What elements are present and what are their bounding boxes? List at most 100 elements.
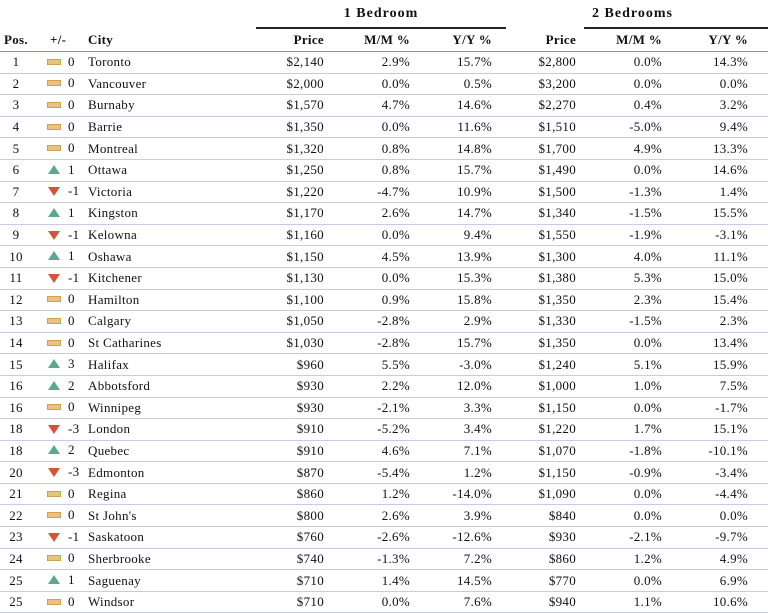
cell-mm-1br: -1.3% xyxy=(332,548,420,571)
cell-price-2br: $3,200 xyxy=(506,73,585,96)
cell-city: Sherbrooke xyxy=(88,548,256,571)
cell-mm-1br: 0.0% xyxy=(332,591,420,613)
cell-price-2br: $1,380 xyxy=(506,267,585,290)
triangle-up-icon xyxy=(46,445,62,455)
cell-yy-2br: 10.6% xyxy=(672,591,768,613)
dash-icon xyxy=(46,122,62,132)
col-header-pos: Pos. xyxy=(0,28,36,52)
cell-price-1br: $1,150 xyxy=(256,245,332,268)
cell-pos: 25 xyxy=(0,591,36,613)
cell-mm-1br: 5.5% xyxy=(332,353,420,376)
cell-yy-2br: 15.0% xyxy=(672,267,768,290)
table-row: 25 0 Windsor $710 0.0% 7.6% $940 1.1% 10.6% xyxy=(0,591,768,613)
cell-mm-2br: 4.9% xyxy=(584,137,673,160)
cell-price-1br: $910 xyxy=(256,440,332,463)
group-header-row: 1 Bedroom 2 Bedrooms xyxy=(0,0,768,29)
cell-yy-1br: 3.4% xyxy=(420,418,507,441)
cell-change: 2 xyxy=(36,375,88,398)
table-row: 6 1 Ottawa $1,250 0.8% 15.7% $1,490 0.0% 14.6% xyxy=(0,159,768,182)
cell-pos: 6 xyxy=(0,159,36,182)
dash-icon xyxy=(46,294,62,304)
cell-mm-2br: 0.0% xyxy=(584,332,673,355)
cell-mm-2br: -1.5% xyxy=(584,310,673,333)
triangle-up-icon xyxy=(46,207,62,218)
cell-yy-1br: -12.6% xyxy=(420,526,507,549)
cell-price-2br: $1,150 xyxy=(506,461,585,484)
cell-price-1br: $960 xyxy=(256,353,332,376)
cell-yy-1br: 7.6% xyxy=(420,591,507,613)
cell-change: 0 xyxy=(36,483,88,506)
cell-city: St Catharines xyxy=(88,332,256,355)
cell-yy-2br: -9.7% xyxy=(672,526,768,549)
cell-yy-2br: 15.9% xyxy=(672,353,768,376)
col-header-mm-2br: M/M % xyxy=(584,28,673,52)
cell-pos: 10 xyxy=(0,245,36,268)
change-value: -3 xyxy=(68,420,80,436)
col-header-change: +/- xyxy=(36,28,88,52)
cell-mm-1br: 0.9% xyxy=(332,289,420,312)
cell-city: Regina xyxy=(88,483,256,506)
cell-yy-2br: 9.4% xyxy=(672,116,768,139)
cell-yy-1br: 2.9% xyxy=(420,310,507,333)
cell-mm-2br: 5.1% xyxy=(584,353,673,376)
dash-icon xyxy=(46,78,62,88)
cell-yy-1br: 15.8% xyxy=(420,289,507,312)
cell-mm-1br: -2.6% xyxy=(332,526,420,549)
cell-price-1br: $930 xyxy=(256,375,332,398)
cell-price-1br: $1,160 xyxy=(256,224,332,247)
cell-yy-1br: 15.7% xyxy=(420,332,507,355)
change-value: 1 xyxy=(68,204,75,220)
cell-price-1br: $1,350 xyxy=(256,116,332,139)
cell-city: Hamilton xyxy=(88,289,256,312)
cell-city: Halifax xyxy=(88,353,256,376)
cell-change: 0 xyxy=(36,504,88,528)
cell-mm-2br: -0.9% xyxy=(584,461,673,484)
cell-mm-2br: 1.7% xyxy=(584,418,673,441)
cell-yy-1br: 9.4% xyxy=(420,224,507,247)
cell-price-2br: $1,350 xyxy=(506,332,585,355)
cell-mm-2br: 2.3% xyxy=(584,289,673,312)
cell-mm-1br: -2.8% xyxy=(332,332,420,355)
cell-city: St John's xyxy=(88,504,256,528)
cell-price-2br: $1,550 xyxy=(506,224,585,247)
dash-icon xyxy=(46,553,62,563)
cell-yy-2br: 15.5% xyxy=(672,202,768,225)
cell-price-1br: $740 xyxy=(256,548,332,571)
col-header-price-2br: Price xyxy=(506,28,585,52)
cell-city: Kitchener xyxy=(88,267,256,290)
cell-price-2br: $1,340 xyxy=(506,202,585,225)
table-row: 9 -1 Kelowna $1,160 0.0% 9.4% $1,550 -1.9% -3.1% xyxy=(0,224,768,247)
cell-yy-2br: -3.1% xyxy=(672,224,768,247)
cell-change: 1 xyxy=(36,202,88,225)
cell-city: Saskatoon xyxy=(88,526,256,549)
cell-mm-2br: -1.9% xyxy=(584,224,673,247)
table-body: 1 0 Toronto $2,140 2.9% 15.7% $2,800 0.0% 14.3% 2… xyxy=(0,51,768,613)
cell-price-2br: $930 xyxy=(506,526,585,549)
cell-price-2br: $860 xyxy=(506,548,585,571)
cell-pos: 12 xyxy=(0,289,36,312)
cell-yy-2br: 1.4% xyxy=(672,181,768,204)
cell-pos: 14 xyxy=(0,332,36,355)
cell-price-1br: $1,130 xyxy=(256,267,332,290)
dash-icon xyxy=(46,143,62,153)
cell-price-2br: $770 xyxy=(506,569,585,592)
change-value: -1 xyxy=(68,183,80,199)
cell-city: Toronto xyxy=(88,51,256,74)
triangle-down-icon xyxy=(46,424,62,434)
cell-city: Kelowna xyxy=(88,224,256,247)
cell-change: 0 xyxy=(36,310,88,333)
col-header-yy-2br: Y/Y % xyxy=(672,28,768,52)
cell-price-2br: $1,090 xyxy=(506,483,585,506)
cell-city: Saguenay xyxy=(88,569,256,592)
cell-mm-2br: 0.0% xyxy=(584,397,673,420)
cell-yy-1br: 15.7% xyxy=(420,159,507,182)
cell-mm-1br: 4.5% xyxy=(332,245,420,268)
cell-pos: 9 xyxy=(0,224,36,247)
cell-city: Montreal xyxy=(88,137,256,160)
table-row: 18 -3 London $910 -5.2% 3.4% $1,220 1.7% 15.1% xyxy=(0,418,768,441)
change-value: 0 xyxy=(68,399,75,415)
cell-yy-1br: 14.7% xyxy=(420,202,507,225)
dash-icon xyxy=(46,338,62,348)
cell-mm-2br: 1.0% xyxy=(584,375,673,398)
